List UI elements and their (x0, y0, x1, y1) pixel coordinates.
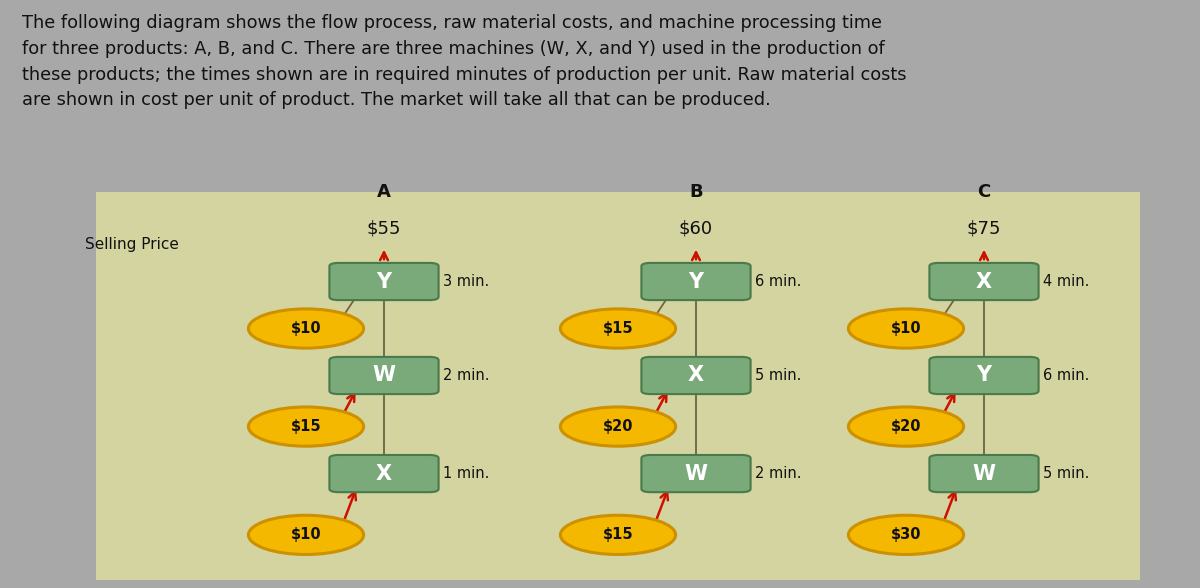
Text: $15: $15 (602, 527, 634, 542)
Text: 2 min.: 2 min. (444, 368, 490, 383)
Text: 6 min.: 6 min. (1043, 368, 1090, 383)
Text: $20: $20 (890, 419, 922, 434)
Text: Selling Price: Selling Price (85, 237, 179, 252)
Text: 6 min.: 6 min. (756, 274, 802, 289)
Text: 5 min.: 5 min. (756, 368, 802, 383)
Text: $20: $20 (602, 419, 634, 434)
Text: 3 min.: 3 min. (444, 274, 490, 289)
FancyBboxPatch shape (641, 263, 751, 300)
FancyBboxPatch shape (930, 357, 1038, 394)
Text: 1 min.: 1 min. (444, 466, 490, 481)
Circle shape (848, 407, 964, 446)
Text: $60: $60 (679, 219, 713, 238)
Text: B: B (689, 183, 703, 201)
Text: 2 min.: 2 min. (756, 466, 802, 481)
Circle shape (560, 309, 676, 348)
FancyBboxPatch shape (329, 263, 439, 300)
Circle shape (560, 515, 676, 554)
Text: $15: $15 (602, 321, 634, 336)
FancyBboxPatch shape (329, 357, 439, 394)
Circle shape (848, 309, 964, 348)
Text: $15: $15 (290, 419, 322, 434)
Text: 5 min.: 5 min. (1043, 466, 1090, 481)
Circle shape (248, 309, 364, 348)
Text: W: W (372, 366, 396, 386)
FancyBboxPatch shape (641, 357, 751, 394)
Text: $10: $10 (290, 321, 322, 336)
Text: A: A (377, 183, 391, 201)
Text: X: X (976, 272, 992, 292)
FancyBboxPatch shape (96, 192, 1140, 580)
Text: The following diagram shows the flow process, raw material costs, and machine pr: The following diagram shows the flow pro… (22, 14, 906, 109)
FancyBboxPatch shape (930, 455, 1038, 492)
FancyBboxPatch shape (641, 455, 751, 492)
Text: X: X (376, 463, 392, 483)
Text: C: C (977, 183, 991, 201)
Text: Y: Y (689, 272, 703, 292)
Text: W: W (972, 463, 996, 483)
Text: X: X (688, 366, 704, 386)
FancyBboxPatch shape (329, 455, 439, 492)
Text: $75: $75 (967, 219, 1001, 238)
Circle shape (848, 515, 964, 554)
Text: $55: $55 (367, 219, 401, 238)
Circle shape (560, 407, 676, 446)
Text: $30: $30 (890, 527, 922, 542)
Text: $10: $10 (890, 321, 922, 336)
Text: Y: Y (377, 272, 391, 292)
Text: Y: Y (977, 366, 991, 386)
FancyBboxPatch shape (930, 263, 1038, 300)
Circle shape (248, 407, 364, 446)
Text: $10: $10 (290, 527, 322, 542)
Text: W: W (684, 463, 708, 483)
Text: 4 min.: 4 min. (1043, 274, 1090, 289)
Circle shape (248, 515, 364, 554)
